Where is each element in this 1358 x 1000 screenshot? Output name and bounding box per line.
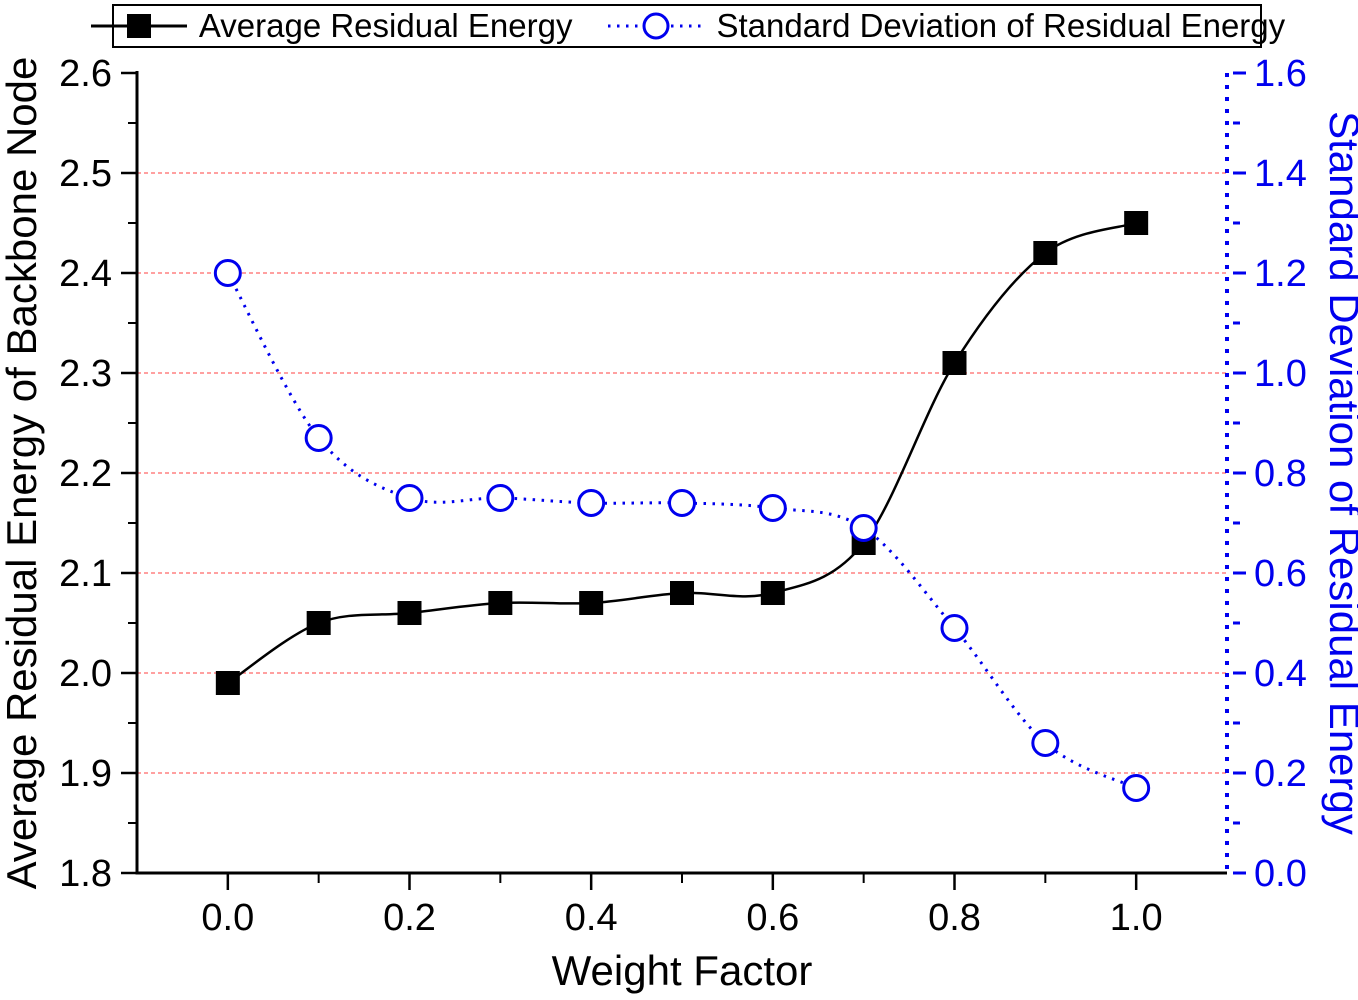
right-tick-label: 1.0 bbox=[1254, 353, 1307, 395]
right-tick-label: 0.0 bbox=[1254, 853, 1307, 895]
gridlines bbox=[137, 172, 1227, 774]
x-tick-label: 0.6 bbox=[746, 897, 799, 939]
left-axis-ticks: 2.6 2.5 2.4 2.3 2.2 2.1 2.0 1.9 1.8 bbox=[59, 53, 137, 895]
left-tick-label: 2.6 bbox=[59, 53, 112, 95]
data-point-square bbox=[397, 601, 422, 625]
data-point-square bbox=[488, 591, 513, 615]
left-tick-label: 2.0 bbox=[59, 653, 112, 695]
open-circle-marker-icon bbox=[606, 9, 706, 43]
data-point-square bbox=[760, 581, 785, 605]
x-tick-label: 0.4 bbox=[565, 897, 618, 939]
data-point-circle bbox=[304, 424, 333, 452]
data-point-square bbox=[670, 581, 694, 605]
data-point-circle bbox=[940, 614, 969, 642]
legend: Average Residual Energy Standard Deviati… bbox=[90, 4, 1285, 48]
left-tick-label: 1.8 bbox=[59, 853, 112, 895]
right-tick-label: 0.4 bbox=[1254, 653, 1307, 695]
data-point-square bbox=[306, 611, 331, 635]
right-tick-label: 1.6 bbox=[1254, 53, 1307, 95]
data-point-circle bbox=[1122, 774, 1151, 802]
legend-item-standard-deviation: Standard Deviation of Residual Energy bbox=[606, 7, 1285, 45]
data-point-circle bbox=[1031, 729, 1060, 757]
data-point-square bbox=[215, 671, 240, 695]
data-point-circle bbox=[486, 484, 515, 512]
left-tick-label: 1.9 bbox=[59, 753, 112, 795]
right-tick-label: 0.8 bbox=[1254, 453, 1307, 495]
x-axis-title: Weight Factor bbox=[552, 947, 813, 994]
right-tick-label: 1.2 bbox=[1254, 253, 1307, 295]
right-axis-title: Standard Deviation of Residual Energy bbox=[1321, 111, 1358, 835]
data-point-square bbox=[1033, 241, 1058, 265]
filled-square-marker-icon bbox=[89, 9, 189, 43]
x-tick-label: 0.8 bbox=[928, 897, 981, 939]
x-tick-label: 0.0 bbox=[201, 897, 254, 939]
data-point-circle bbox=[395, 484, 424, 512]
left-tick-label: 2.1 bbox=[59, 553, 112, 595]
left-tick-label: 2.2 bbox=[59, 453, 112, 495]
series-average-residual-energy bbox=[215, 211, 1149, 695]
data-point-square bbox=[942, 351, 967, 375]
right-tick-label: 1.4 bbox=[1254, 153, 1307, 195]
series-standard-deviation bbox=[213, 259, 1151, 802]
left-tick-label: 2.4 bbox=[59, 253, 112, 295]
left-tick-label: 2.3 bbox=[59, 353, 112, 395]
data-point-circle bbox=[577, 489, 606, 517]
data-point-square bbox=[1124, 211, 1149, 235]
data-point-circle bbox=[758, 494, 787, 522]
data-point-circle bbox=[849, 514, 878, 542]
right-tick-label: 0.6 bbox=[1254, 553, 1307, 595]
data-point-square bbox=[579, 591, 604, 615]
x-tick-label: 0.2 bbox=[383, 897, 436, 939]
data-point-circle bbox=[213, 259, 242, 287]
right-tick-label: 0.2 bbox=[1254, 753, 1307, 795]
left-tick-label: 2.5 bbox=[59, 153, 112, 195]
left-axis-title: Average Residual Energy of Backbone Node bbox=[0, 57, 45, 890]
x-axis-ticks: 0.0 0.2 0.4 0.6 0.8 1.0 bbox=[201, 873, 1163, 939]
legend-label-average-residual-energy: Average Residual Energy bbox=[198, 7, 573, 44]
x-tick-label: 1.0 bbox=[1110, 897, 1163, 939]
legend-item-average-residual-energy: Average Residual Energy bbox=[89, 7, 573, 45]
legend-label-standard-deviation: Standard Deviation of Residual Energy bbox=[716, 7, 1286, 44]
data-point-circle bbox=[668, 489, 696, 517]
right-axis-ticks: 1.6 1.4 1.2 1.0 0.8 0.6 0.4 0.2 0.0 bbox=[1233, 53, 1307, 895]
